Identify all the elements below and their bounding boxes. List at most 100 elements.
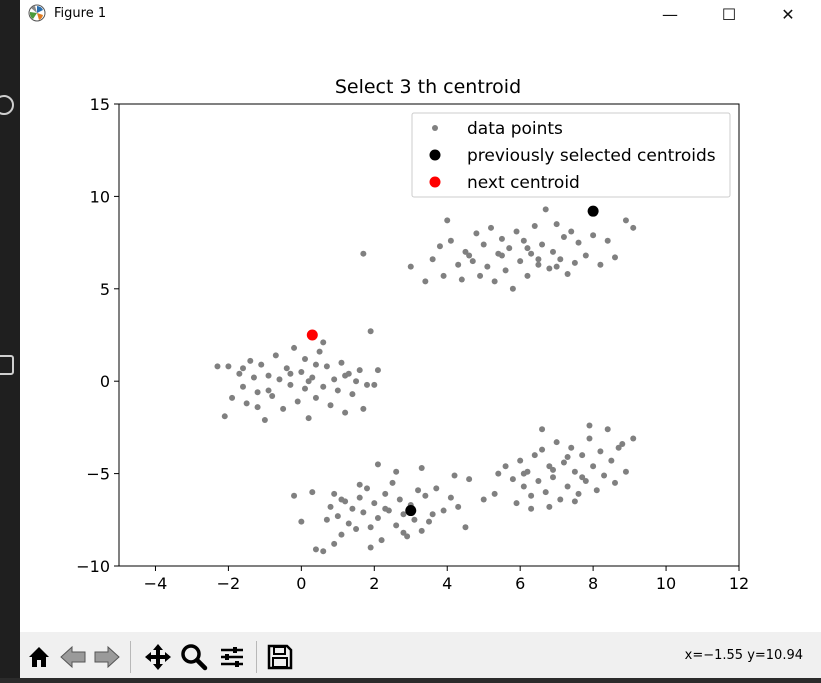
data-point [517,457,524,464]
data-point [444,217,451,224]
data-point [294,398,301,405]
scatter-chart[interactable]: Select 3 th centroid −4 −2 0 2 4 6 8 10 12 −10 −5… [20,28,821,632]
data-point [491,490,498,497]
data-point [528,250,535,257]
data-point [320,548,327,555]
forward-button[interactable] [91,641,123,673]
data-point [342,372,349,379]
data-point [630,224,637,231]
data-point [524,245,531,252]
data-point [513,500,520,507]
data-point [524,272,531,279]
data-point [247,357,254,364]
data-point [560,234,567,241]
data-point [520,483,527,490]
zoom-button[interactable] [178,641,210,673]
configure-subplots-button[interactable] [216,641,248,673]
data-point [582,477,589,484]
data-point [542,206,549,213]
data-point [484,263,491,270]
data-point [429,256,436,263]
home-button[interactable] [23,641,55,673]
data-point [615,444,622,451]
data-point [312,546,319,553]
data-point [564,453,571,460]
data-point [447,494,454,501]
data-point [539,426,546,433]
data-point [612,254,618,261]
data-point [320,383,327,390]
data-point [298,368,305,375]
data-point [236,370,243,377]
data-point [240,383,246,390]
data-point [422,492,429,499]
data-point [579,452,586,459]
data-point [480,496,487,503]
data-point [466,252,473,259]
data-point [360,250,367,257]
data-point [353,378,360,385]
y-tick-label: 15 [90,95,110,114]
data-point [579,474,586,481]
data-point [338,531,345,538]
data-point [506,245,513,252]
plot-frame [118,103,740,567]
background-circle-icon [0,95,14,115]
data-point [418,465,425,472]
data-point [302,356,308,363]
data-point [513,228,520,235]
close-button[interactable]: ✕ [781,4,795,24]
data-point [272,352,279,359]
data-point [356,494,363,501]
data-point [338,359,345,366]
data-point [597,448,604,455]
data-point [393,468,400,475]
data-point [477,272,484,279]
data-point [418,527,425,534]
data-point [378,537,385,544]
data-point [349,391,356,398]
data-point [535,261,542,268]
figure-canvas[interactable]: Select 3 th centroid −4 −2 0 2 4 6 8 10 12 −10 −5… [20,28,821,632]
cursor-coordinates: x=−1.55 y=10.94 [684,648,803,663]
data-point [382,505,389,512]
x-tick-label: 6 [515,574,525,593]
data-point [265,387,272,394]
data-point [498,252,505,259]
data-point [528,505,535,512]
data-point [553,439,560,446]
data-point [280,405,287,412]
data-point [349,505,356,512]
legend: data points previously selected centroid… [411,112,731,198]
data-point [531,452,538,459]
data-point [564,271,571,278]
data-point [608,457,615,464]
data-point [371,381,378,388]
maximize-button[interactable]: ☐ [721,4,737,24]
data-point [396,496,403,503]
data-point [229,394,236,401]
pan-button[interactable] [142,641,174,673]
data-point [426,518,432,525]
data-point [433,485,440,492]
data-point [462,248,469,255]
data-point [550,474,556,481]
save-button[interactable] [264,641,296,673]
data-point [243,400,250,407]
data-point [451,472,458,479]
data-point [364,485,370,492]
save-icon [267,644,293,670]
data-point [312,394,319,401]
data-point [571,498,578,505]
data-point [356,481,363,488]
minimize-button[interactable]: — [662,4,678,24]
legend-label-data-points: data points [467,119,563,139]
data-point [531,222,538,229]
legend-box [411,112,731,198]
data-point [601,472,608,479]
back-button[interactable] [57,641,89,673]
data-point [498,235,505,242]
data-point [517,258,524,265]
data-point [528,492,535,499]
data-point [334,513,341,520]
